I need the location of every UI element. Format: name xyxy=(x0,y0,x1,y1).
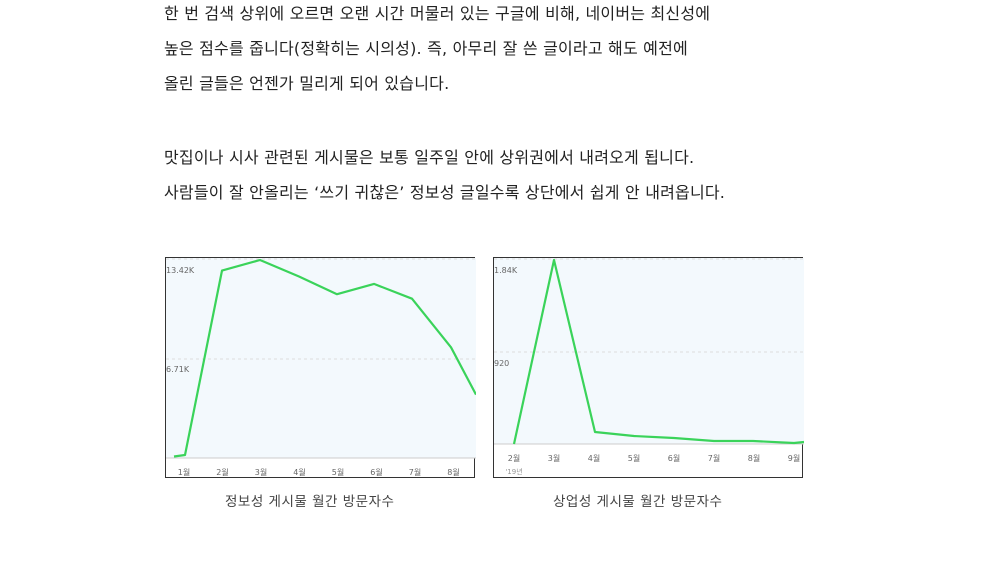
svg-text:8월: 8월 xyxy=(748,453,760,463)
svg-text:3월: 3월 xyxy=(255,467,267,477)
line-chart: 1.84K 920 2월 3월 4월 5월 6월 7월 8월 9월 '19년 xyxy=(494,258,804,476)
paragraph-informative: 맛집이나 시사 관련된 게시물은 보통 일주일 안에 상위권에서 내려오게 됩니… xyxy=(164,140,725,210)
chart-informative-visitors: 13.42K 6.71K 1월 2월 3월 4월 5월 6월 7월 8월 xyxy=(165,257,476,478)
svg-text:7월: 7월 xyxy=(708,453,720,463)
svg-text:6.71K: 6.71K xyxy=(166,365,190,374)
text-line: 올린 글들은 언젠가 밀리게 되어 있습니다. xyxy=(164,74,450,93)
text-line: 맛집이나 시사 관련된 게시물은 보통 일주일 안에 상위권에서 내려오게 됩니… xyxy=(164,148,695,167)
svg-text:920: 920 xyxy=(494,359,509,368)
svg-text:4월: 4월 xyxy=(293,467,305,477)
svg-text:7월: 7월 xyxy=(409,467,421,477)
chart-commercial-visitors: 1.84K 920 2월 3월 4월 5월 6월 7월 8월 9월 '19년 xyxy=(493,257,804,478)
svg-text:8월: 8월 xyxy=(447,467,459,477)
svg-text:2월: 2월 xyxy=(216,467,228,477)
svg-text:3월: 3월 xyxy=(548,453,560,463)
svg-text:4월: 4월 xyxy=(588,453,600,463)
svg-text:2월: 2월 xyxy=(508,453,520,463)
svg-text:13.42K: 13.42K xyxy=(166,266,195,275)
line-chart: 13.42K 6.71K 1월 2월 3월 4월 5월 6월 7월 8월 xyxy=(166,258,476,477)
svg-text:5월: 5월 xyxy=(628,453,640,463)
svg-text:6월: 6월 xyxy=(370,467,382,477)
text-line: 높은 점수를 줍니다(정확히는 시의성). 즉, 아무리 잘 쓴 글이라고 해도… xyxy=(164,39,688,58)
text-line: 사람들이 잘 안올리는 ‘쓰기 귀찮은’ 정보성 글일수록 상단에서 쉽게 안 … xyxy=(164,183,726,202)
svg-text:1월: 1월 xyxy=(178,467,190,477)
svg-text:9월: 9월 xyxy=(788,453,800,463)
svg-text:1.84K: 1.84K xyxy=(494,266,518,275)
chart-caption: 정보성 게시물 월간 방문자수 xyxy=(225,494,395,510)
chart-caption: 상업성 게시물 월간 방문자수 xyxy=(553,494,723,510)
svg-text:'19년: '19년 xyxy=(505,467,522,476)
svg-text:5월: 5월 xyxy=(332,467,344,477)
paragraph-freshness: 한 번 검색 상위에 오르면 오랜 시간 머물러 있는 구글에 비해, 네이버는… xyxy=(164,0,710,101)
svg-text:6월: 6월 xyxy=(668,453,680,463)
text-line: 한 번 검색 상위에 오르면 오랜 시간 머물러 있는 구글에 비해, 네이버는… xyxy=(164,4,711,23)
